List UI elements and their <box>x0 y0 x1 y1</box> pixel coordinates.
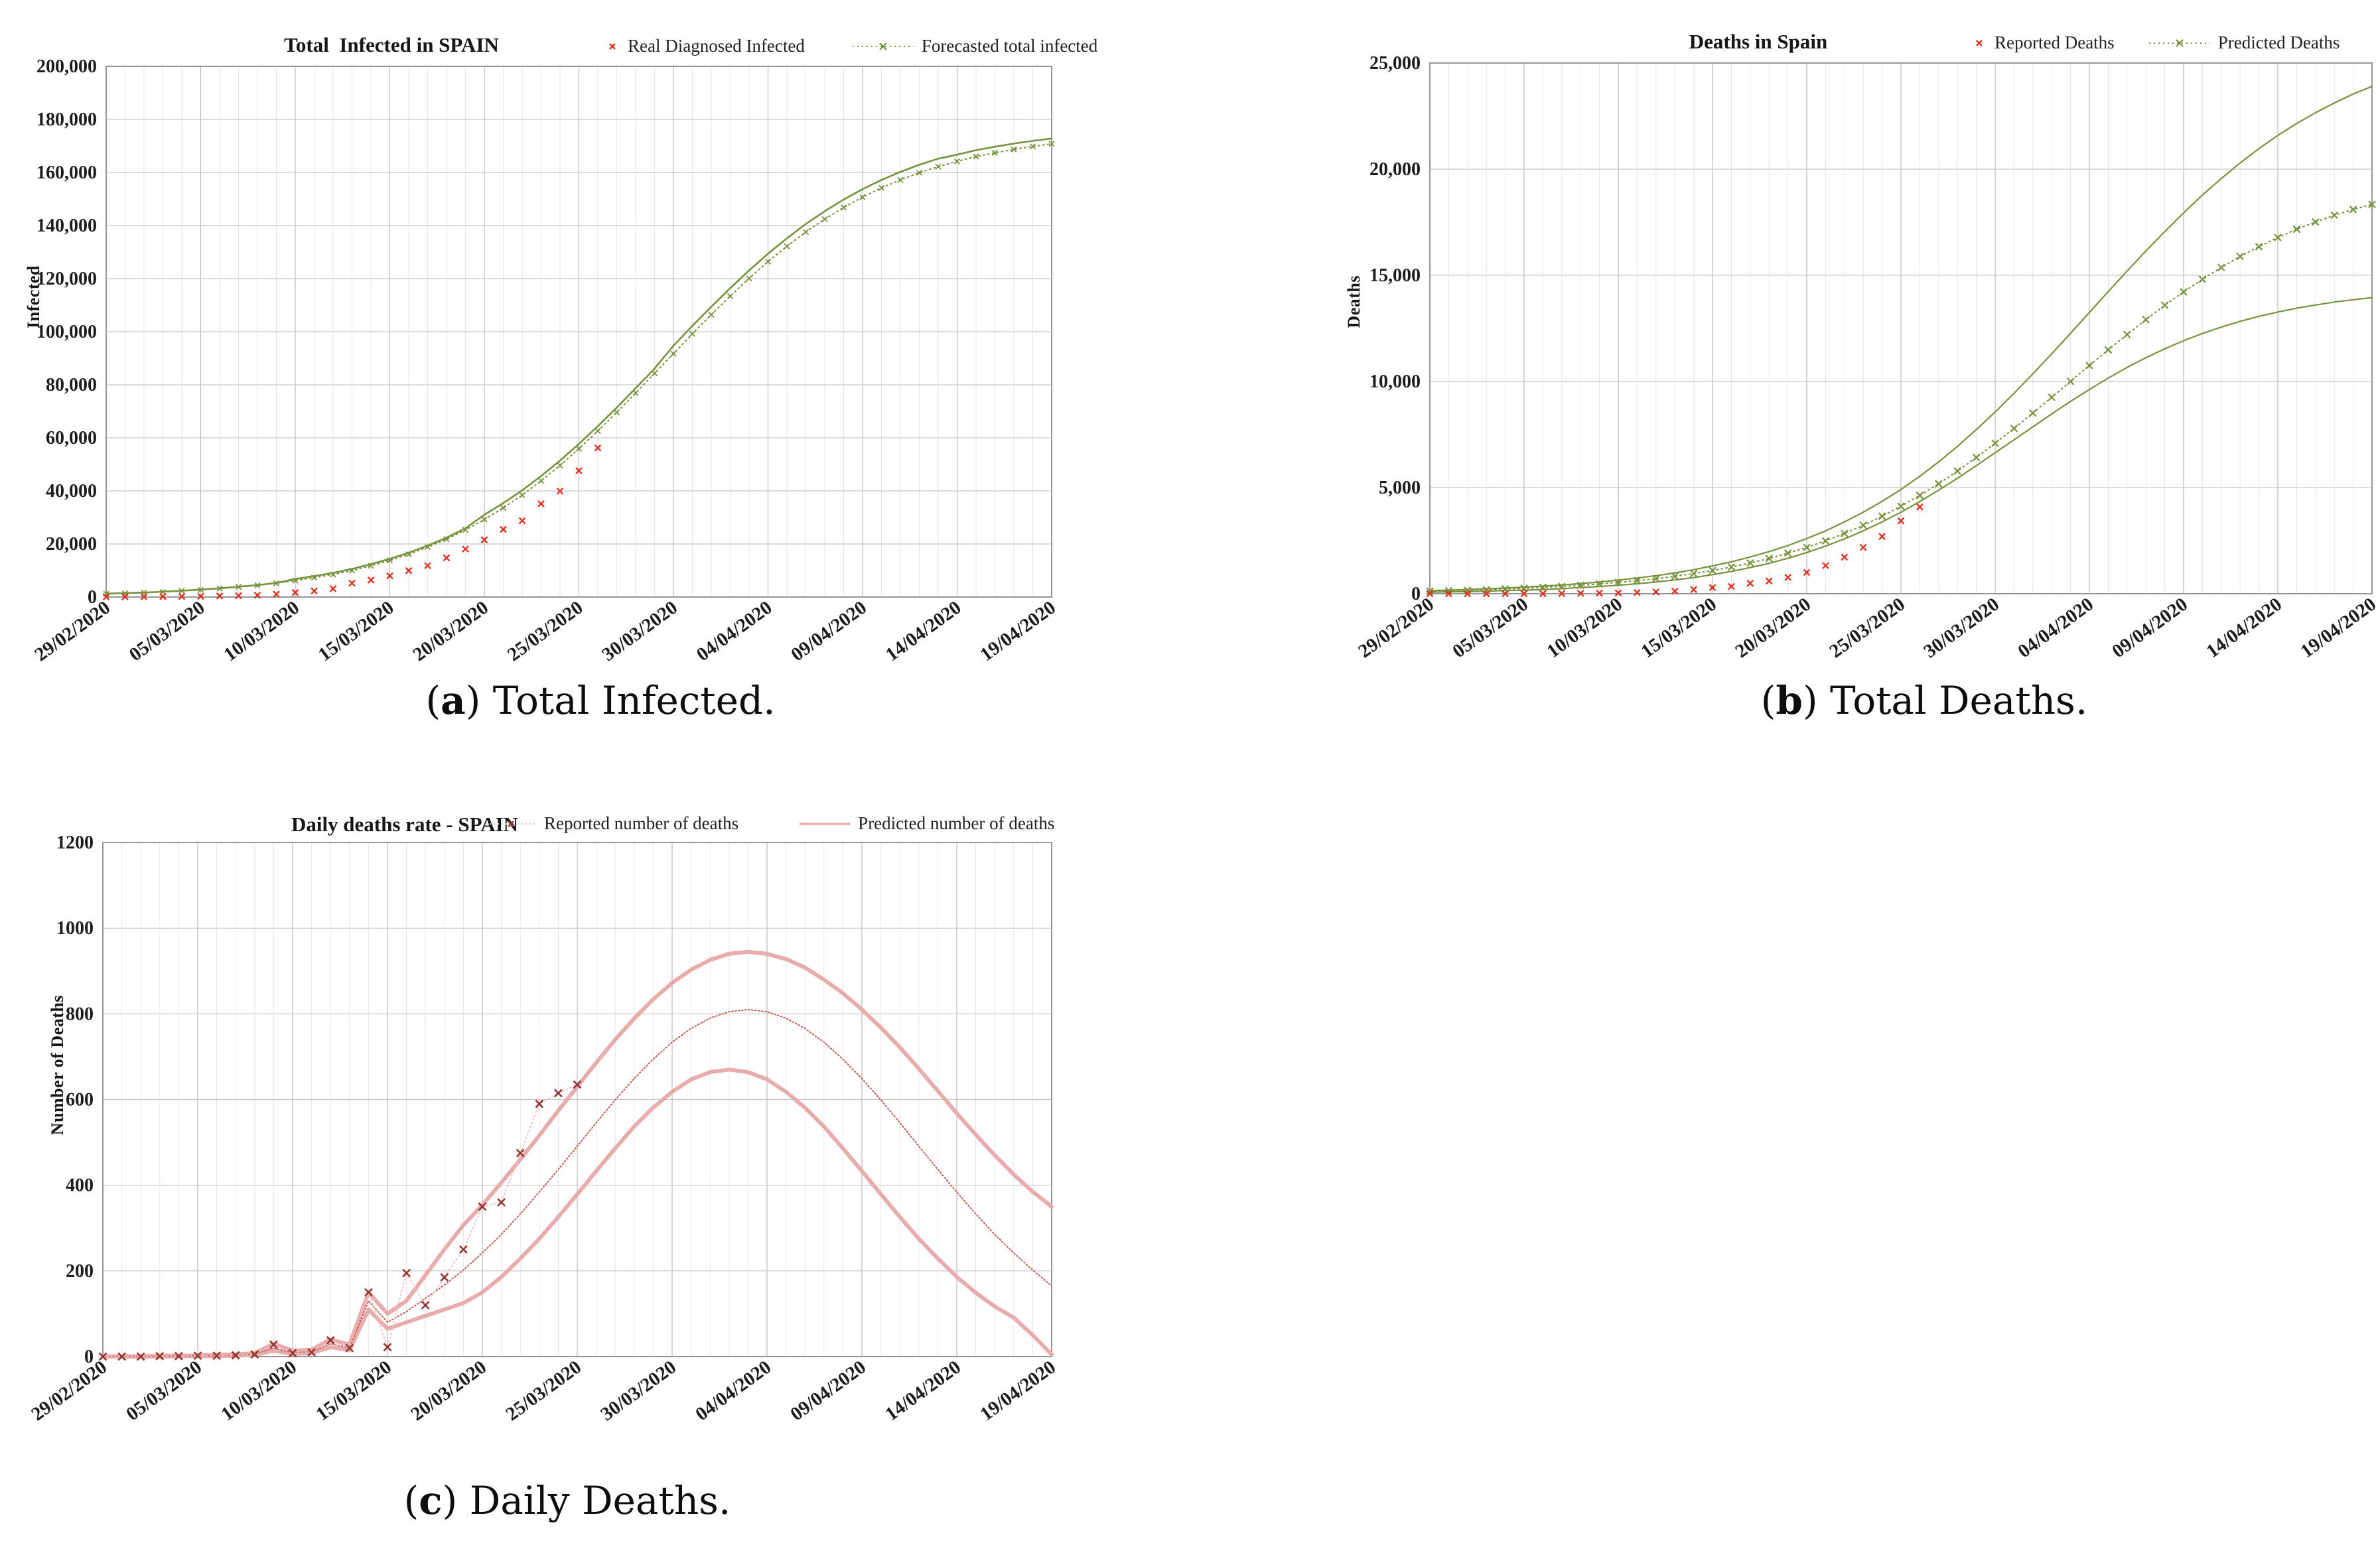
caption-b: (b) Total Deaths. <box>1760 678 2088 723</box>
svg-text:180,000: 180,000 <box>36 109 97 130</box>
legend-label: Predicted Deaths <box>2217 33 2340 52</box>
pink-line-icon <box>800 822 851 825</box>
svg-text:20/03/2020: 20/03/2020 <box>407 1357 490 1426</box>
chart-panel-daily-deaths: Daily deaths rate - SPAIN Reported numbe… <box>20 796 1128 1466</box>
chart-total-infected-plot: 0 20,000 40,000 60,000 80,000 100,000 120,000 1… <box>31 56 1060 666</box>
svg-text:09/04/2020: 09/04/2020 <box>2108 594 2192 663</box>
svg-text:04/04/2020: 04/04/2020 <box>691 1357 775 1426</box>
svg-text:05/03/2020: 05/03/2020 <box>1448 594 1532 663</box>
svg-text:160,000: 160,000 <box>36 163 97 183</box>
svg-text:04/04/2020: 04/04/2020 <box>693 597 776 666</box>
svg-text:20/03/2020: 20/03/2020 <box>409 597 492 666</box>
svg-text:25/03/2020: 25/03/2020 <box>504 597 587 666</box>
red-x-marker-icon <box>1976 39 1983 46</box>
svg-text:05/03/2020: 05/03/2020 <box>125 597 209 666</box>
chart-panel-total-deaths: Deaths in Spain Reported Deaths Predicte… <box>1340 10 2380 680</box>
svg-text:0: 0 <box>84 1347 94 1367</box>
legend-label: Reported number of deaths <box>544 813 739 833</box>
svg-text:5,000: 5,000 <box>1379 478 1421 498</box>
legend-label: Real Diagnosed Infected <box>628 36 805 56</box>
svg-text:20/03/2020: 20/03/2020 <box>1731 594 1815 663</box>
svg-text:60,000: 60,000 <box>46 428 97 448</box>
legend-item-real-diagnosed-infected: Real Diagnosed Infected <box>604 36 805 56</box>
svg-text:30/03/2020: 30/03/2020 <box>596 1357 680 1426</box>
chart-total-deaths-plot: 0 5,000 10,000 15,000 20,000 25,000 29/02/2020… <box>1354 53 2380 663</box>
svg-text:200: 200 <box>66 1261 94 1282</box>
svg-text:40,000: 40,000 <box>46 481 97 502</box>
svg-text:30/03/2020: 30/03/2020 <box>1920 594 2003 663</box>
svg-text:800: 800 <box>66 1004 94 1024</box>
svg-text:09/04/2020: 09/04/2020 <box>786 1357 870 1426</box>
legend-item-reported-deaths: Reported Deaths <box>1971 33 2115 53</box>
svg-text:200,000: 200,000 <box>36 56 97 77</box>
svg-text:25/03/2020: 25/03/2020 <box>502 1357 585 1426</box>
svg-text:19/04/2020: 19/04/2020 <box>976 597 1060 666</box>
svg-text:25,000: 25,000 <box>1369 53 1421 74</box>
legend-item-forecasted-total-infected: Forecasted total infected <box>851 36 1097 56</box>
chart-title-total-infected: Total Infected in SPAIN <box>284 33 499 56</box>
y-axis-label-infected: Infected <box>24 265 43 328</box>
svg-text:100,000: 100,000 <box>36 322 97 342</box>
chart-daily-deaths-plot: 0 200 400 600 800 1000 1200 29/02/2020 05/03/202… <box>27 833 1060 1426</box>
svg-text:14/04/2020: 14/04/2020 <box>2202 594 2286 663</box>
red-x-marker-icon <box>609 42 616 50</box>
svg-text:10/03/2020: 10/03/2020 <box>220 597 303 666</box>
svg-text:15/03/2020: 15/03/2020 <box>312 1357 395 1426</box>
svg-text:120,000: 120,000 <box>36 269 97 289</box>
svg-text:600: 600 <box>66 1090 94 1110</box>
caption-a: (a) Total Infected. <box>425 678 776 723</box>
legend-label: Forecasted total infected <box>921 36 1098 56</box>
green-dotted-line-icon <box>2148 38 2210 47</box>
legend-deaths: Reported Deaths Predicted Deaths <box>1971 33 2340 53</box>
caption-c: (c) Daily Deaths. <box>403 1478 731 1523</box>
y-axis-label-deaths: Deaths <box>1344 275 1364 328</box>
svg-text:20,000: 20,000 <box>46 534 97 555</box>
svg-text:0: 0 <box>88 587 97 608</box>
svg-text:19/04/2020: 19/04/2020 <box>976 1357 1060 1426</box>
svg-text:1000: 1000 <box>56 918 94 939</box>
svg-text:04/04/2020: 04/04/2020 <box>2014 594 2097 663</box>
svg-text:15/03/2020: 15/03/2020 <box>1637 594 1720 663</box>
svg-text:10/03/2020: 10/03/2020 <box>1543 594 1626 663</box>
svg-text:14/04/2020: 14/04/2020 <box>881 1357 965 1426</box>
svg-text:09/04/2020: 09/04/2020 <box>787 597 871 666</box>
chart-title-deaths-in-spain: Deaths in Spain <box>1689 30 1828 53</box>
chart-panel-total-infected: Total Infected in SPAIN Real Diagnosed I… <box>20 13 1128 683</box>
svg-text:10,000: 10,000 <box>1369 371 1421 392</box>
svg-text:10/03/2020: 10/03/2020 <box>217 1357 301 1426</box>
svg-text:15/03/2020: 15/03/2020 <box>315 597 398 666</box>
svg-text:30/03/2020: 30/03/2020 <box>598 597 681 666</box>
svg-text:29/02/2020: 29/02/2020 <box>31 597 114 666</box>
svg-text:140,000: 140,000 <box>36 216 97 236</box>
y-axis-label-number-of-deaths: Number of Deaths <box>48 995 67 1136</box>
legend-label: Predicted number of deaths <box>858 813 1055 833</box>
svg-text:14/04/2020: 14/04/2020 <box>882 597 965 666</box>
pink-dotted-x-marker-icon <box>486 820 536 827</box>
svg-text:400: 400 <box>66 1175 94 1196</box>
svg-text:05/03/2020: 05/03/2020 <box>122 1357 206 1426</box>
legend-item-predicted-deaths: Predicted Deaths <box>2148 33 2340 53</box>
svg-text:1200: 1200 <box>56 833 94 853</box>
svg-text:20,000: 20,000 <box>1369 159 1421 180</box>
legend-total-infected: Real Diagnosed Infected Forecasted total… <box>604 36 1097 56</box>
green-dotted-line-icon <box>852 42 914 50</box>
svg-text:25/03/2020: 25/03/2020 <box>1825 594 1909 663</box>
svg-text:29/02/2020: 29/02/2020 <box>1354 594 1438 663</box>
svg-text:15,000: 15,000 <box>1369 265 1421 286</box>
svg-text:0: 0 <box>1411 584 1421 604</box>
legend-item-predicted-number-of-deaths: Predicted number of deaths <box>798 813 1054 834</box>
svg-text:29/02/2020: 29/02/2020 <box>27 1357 111 1426</box>
svg-text:80,000: 80,000 <box>46 375 97 395</box>
legend-label: Reported Deaths <box>1995 33 2115 52</box>
legend-daily-deaths: Reported number of deaths Predicted numb… <box>484 813 1054 834</box>
chart-title-daily-deaths-rate: Daily deaths rate - SPAIN <box>291 813 519 836</box>
legend-item-reported-number-of-deaths: Reported number of deaths <box>484 813 738 834</box>
svg-text:19/04/2020: 19/04/2020 <box>2296 594 2380 663</box>
